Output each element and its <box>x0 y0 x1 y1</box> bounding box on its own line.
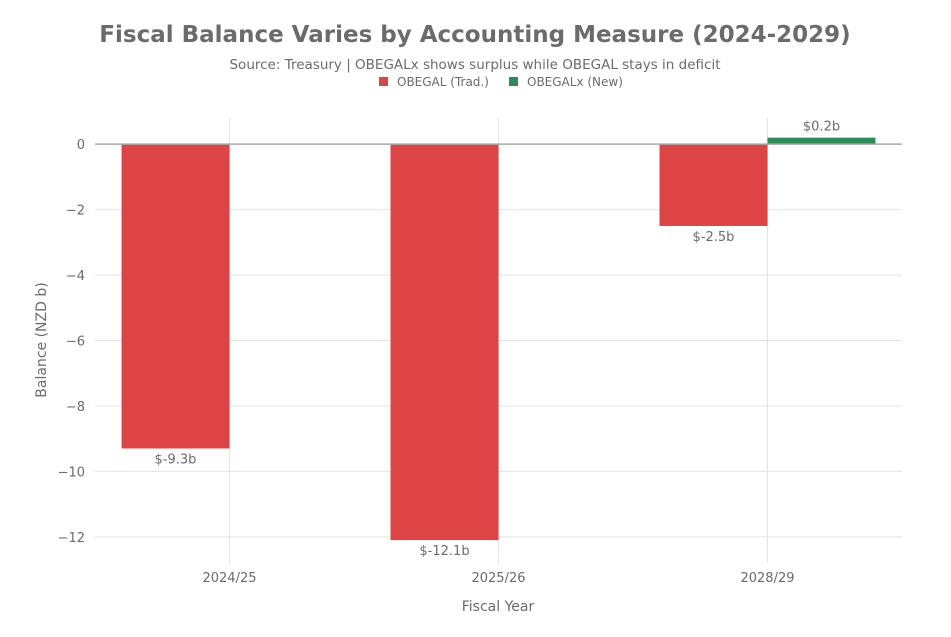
y-tick-label: −12 <box>58 531 85 546</box>
x-tick-label: 2028/29 <box>740 571 794 586</box>
bars: $-9.3b $-12.1b $-2.5b $0.2b <box>121 120 876 559</box>
legend-label: OBEGAL (Trad.) <box>397 75 489 89</box>
y-tick-label: −6 <box>66 335 85 350</box>
y-tick-label: −2 <box>66 204 85 219</box>
data-label: $0.2b <box>803 120 840 135</box>
data-label: $-2.5b <box>693 230 735 245</box>
y-axis-label: Balance (NZD b) <box>34 282 50 397</box>
y-tick-label: −8 <box>66 400 85 415</box>
chart-title: Fiscal Balance Varies by Accounting Meas… <box>99 22 850 48</box>
bar-obegalx <box>767 137 876 145</box>
legend-swatch <box>379 77 388 86</box>
data-label: $-12.1b <box>419 544 469 559</box>
y-tick-label: −10 <box>58 465 85 480</box>
y-tick-label: −4 <box>66 269 85 284</box>
data-label: $-9.3b <box>155 452 197 467</box>
legend: OBEGAL (Trad.) OBEGALx (New) <box>379 75 623 89</box>
axes: 0 −2 −4 −6 −8 −10 −12 2024/25 2025/26 2028/29 <box>58 138 902 586</box>
x-tick-label: 2025/26 <box>471 571 525 586</box>
x-axis-label: Fiscal Year <box>462 599 535 615</box>
legend-swatch <box>509 77 518 86</box>
legend-label: OBEGALx (New) <box>527 75 623 89</box>
bar-obegal <box>659 144 768 226</box>
bar-obegal <box>121 144 230 449</box>
chart-subtitle: Source: Treasury | OBEGALx shows surplus… <box>229 57 720 73</box>
x-tick-label: 2024/25 <box>202 571 256 586</box>
y-tick-label: 0 <box>77 138 85 153</box>
bar-obegal <box>390 144 499 541</box>
